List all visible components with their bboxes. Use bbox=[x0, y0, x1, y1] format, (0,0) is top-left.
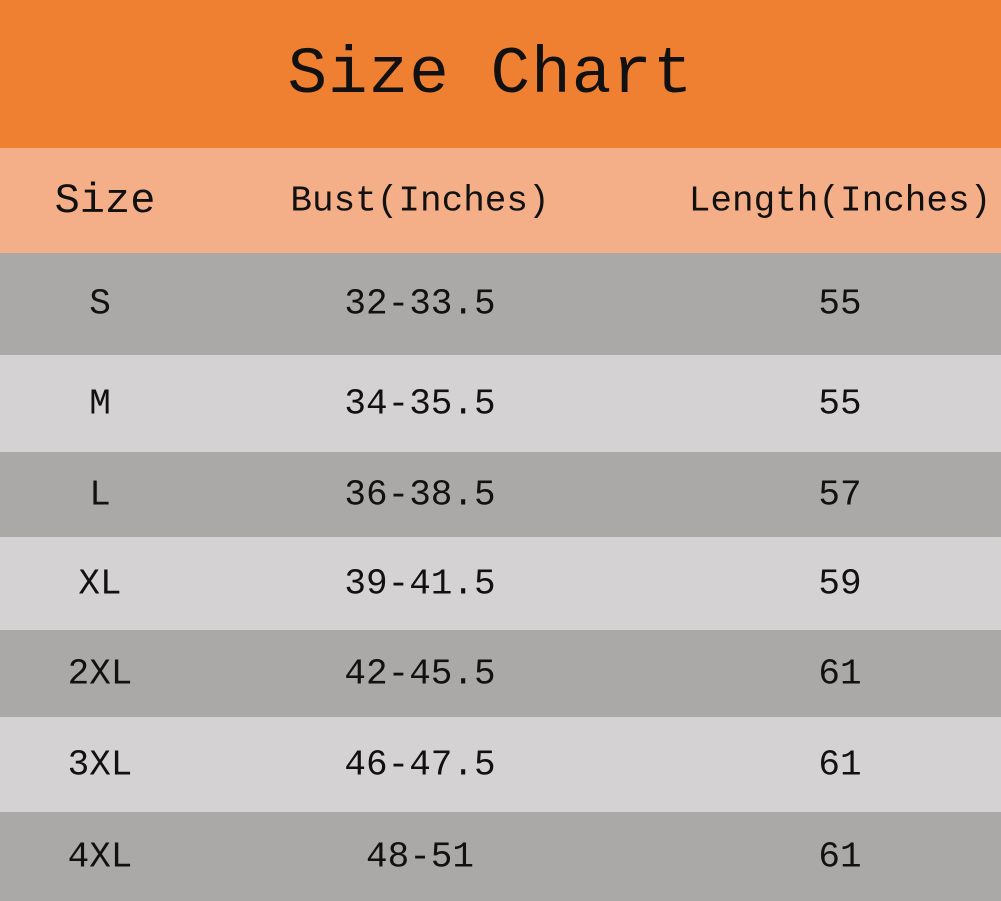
length-cell: 57 bbox=[818, 474, 862, 515]
size-cell: M bbox=[89, 383, 111, 424]
header-length: Length(Inches) bbox=[688, 180, 992, 221]
bust-cell: 34-35.5 bbox=[344, 383, 496, 424]
table-row: XL 39-41.5 59 bbox=[0, 537, 1001, 630]
length-cell: 55 bbox=[818, 383, 862, 424]
length-cell: 55 bbox=[818, 283, 862, 325]
table-row: 3XL 46-47.5 61 bbox=[0, 717, 1001, 812]
size-cell: 3XL bbox=[67, 744, 133, 785]
bust-cell: 36-38.5 bbox=[344, 474, 496, 515]
table-row: 2XL 42-45.5 61 bbox=[0, 630, 1001, 717]
size-cell: XL bbox=[78, 563, 122, 604]
table-row: S 32-33.5 55 bbox=[0, 253, 1001, 355]
bust-cell: 48-51 bbox=[365, 836, 475, 877]
length-cell: 61 bbox=[818, 744, 862, 785]
bust-cell: 46-47.5 bbox=[344, 744, 496, 785]
header-bust: Bust(Inches) bbox=[290, 180, 550, 221]
chart-title: Size Chart bbox=[0, 0, 1001, 148]
table-header: Size Bust(Inches) Length(Inches) bbox=[0, 148, 1001, 253]
size-cell: S bbox=[89, 283, 111, 325]
table-row: M 34-35.5 55 bbox=[0, 355, 1001, 452]
bust-cell: 39-41.5 bbox=[344, 563, 496, 604]
bust-cell: 32-33.5 bbox=[344, 283, 496, 325]
table-body: S 32-33.5 55 M 34-35.5 55 L 36-38.5 57 XL 39-41.5 5… bbox=[0, 253, 1001, 901]
length-cell: 61 bbox=[818, 653, 862, 694]
bust-cell: 42-45.5 bbox=[344, 653, 496, 694]
table-row: L 36-38.5 57 bbox=[0, 452, 1001, 537]
header-size: Size bbox=[54, 176, 156, 225]
size-cell: L bbox=[89, 474, 111, 515]
length-cell: 59 bbox=[818, 563, 862, 604]
size-cell: 2XL bbox=[67, 653, 133, 694]
size-cell: 4XL bbox=[67, 836, 133, 877]
table-row: 4XL 48-51 61 bbox=[0, 812, 1001, 901]
length-cell: 61 bbox=[818, 836, 862, 877]
